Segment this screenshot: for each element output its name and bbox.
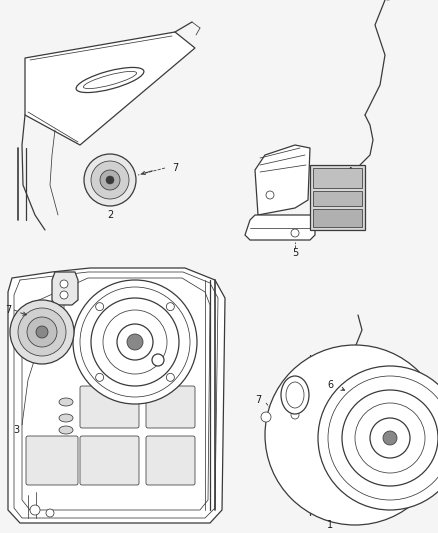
FancyBboxPatch shape	[146, 386, 195, 428]
FancyBboxPatch shape	[26, 436, 78, 485]
Circle shape	[60, 280, 68, 288]
FancyBboxPatch shape	[80, 436, 139, 485]
Circle shape	[328, 376, 438, 500]
Circle shape	[342, 390, 438, 486]
Text: 3: 3	[13, 425, 19, 435]
Text: 7: 7	[255, 395, 261, 405]
FancyBboxPatch shape	[313, 191, 362, 206]
Polygon shape	[255, 145, 310, 215]
Circle shape	[127, 334, 143, 350]
FancyBboxPatch shape	[313, 209, 362, 227]
Circle shape	[95, 373, 104, 381]
Ellipse shape	[59, 398, 73, 406]
Ellipse shape	[83, 71, 137, 88]
Circle shape	[84, 154, 136, 206]
Text: 5: 5	[292, 248, 298, 258]
Circle shape	[27, 317, 57, 347]
Ellipse shape	[76, 68, 144, 93]
Polygon shape	[245, 215, 315, 240]
Circle shape	[103, 310, 167, 374]
FancyBboxPatch shape	[313, 168, 362, 188]
Text: 4: 4	[347, 167, 353, 177]
Circle shape	[166, 303, 174, 311]
Text: 1: 1	[327, 520, 333, 530]
FancyBboxPatch shape	[80, 386, 139, 428]
Circle shape	[152, 354, 164, 366]
Circle shape	[318, 366, 438, 510]
Circle shape	[18, 308, 66, 356]
FancyBboxPatch shape	[146, 436, 195, 485]
Circle shape	[100, 170, 120, 190]
Circle shape	[91, 161, 129, 199]
Text: 7: 7	[5, 305, 11, 315]
Circle shape	[106, 176, 114, 184]
Circle shape	[370, 418, 410, 458]
Circle shape	[46, 509, 54, 517]
Text: 7: 7	[172, 163, 178, 173]
Circle shape	[355, 403, 425, 473]
Circle shape	[265, 345, 438, 525]
Circle shape	[91, 298, 179, 386]
Circle shape	[36, 326, 48, 338]
Text: 6: 6	[327, 380, 333, 390]
Circle shape	[60, 291, 68, 299]
Circle shape	[117, 324, 153, 360]
Text: 2: 2	[107, 210, 113, 220]
Circle shape	[291, 229, 299, 237]
Circle shape	[291, 411, 299, 419]
Ellipse shape	[59, 426, 73, 434]
Polygon shape	[25, 32, 195, 145]
Polygon shape	[52, 272, 78, 305]
FancyBboxPatch shape	[310, 165, 365, 230]
Ellipse shape	[59, 414, 73, 422]
Polygon shape	[8, 268, 225, 523]
Circle shape	[261, 412, 271, 422]
Circle shape	[95, 303, 104, 311]
Circle shape	[266, 191, 274, 199]
Circle shape	[10, 300, 74, 364]
Ellipse shape	[281, 376, 309, 414]
Circle shape	[80, 287, 190, 397]
Circle shape	[383, 431, 397, 445]
Ellipse shape	[286, 382, 304, 408]
Circle shape	[166, 373, 174, 381]
Circle shape	[30, 505, 40, 515]
Circle shape	[73, 280, 197, 404]
